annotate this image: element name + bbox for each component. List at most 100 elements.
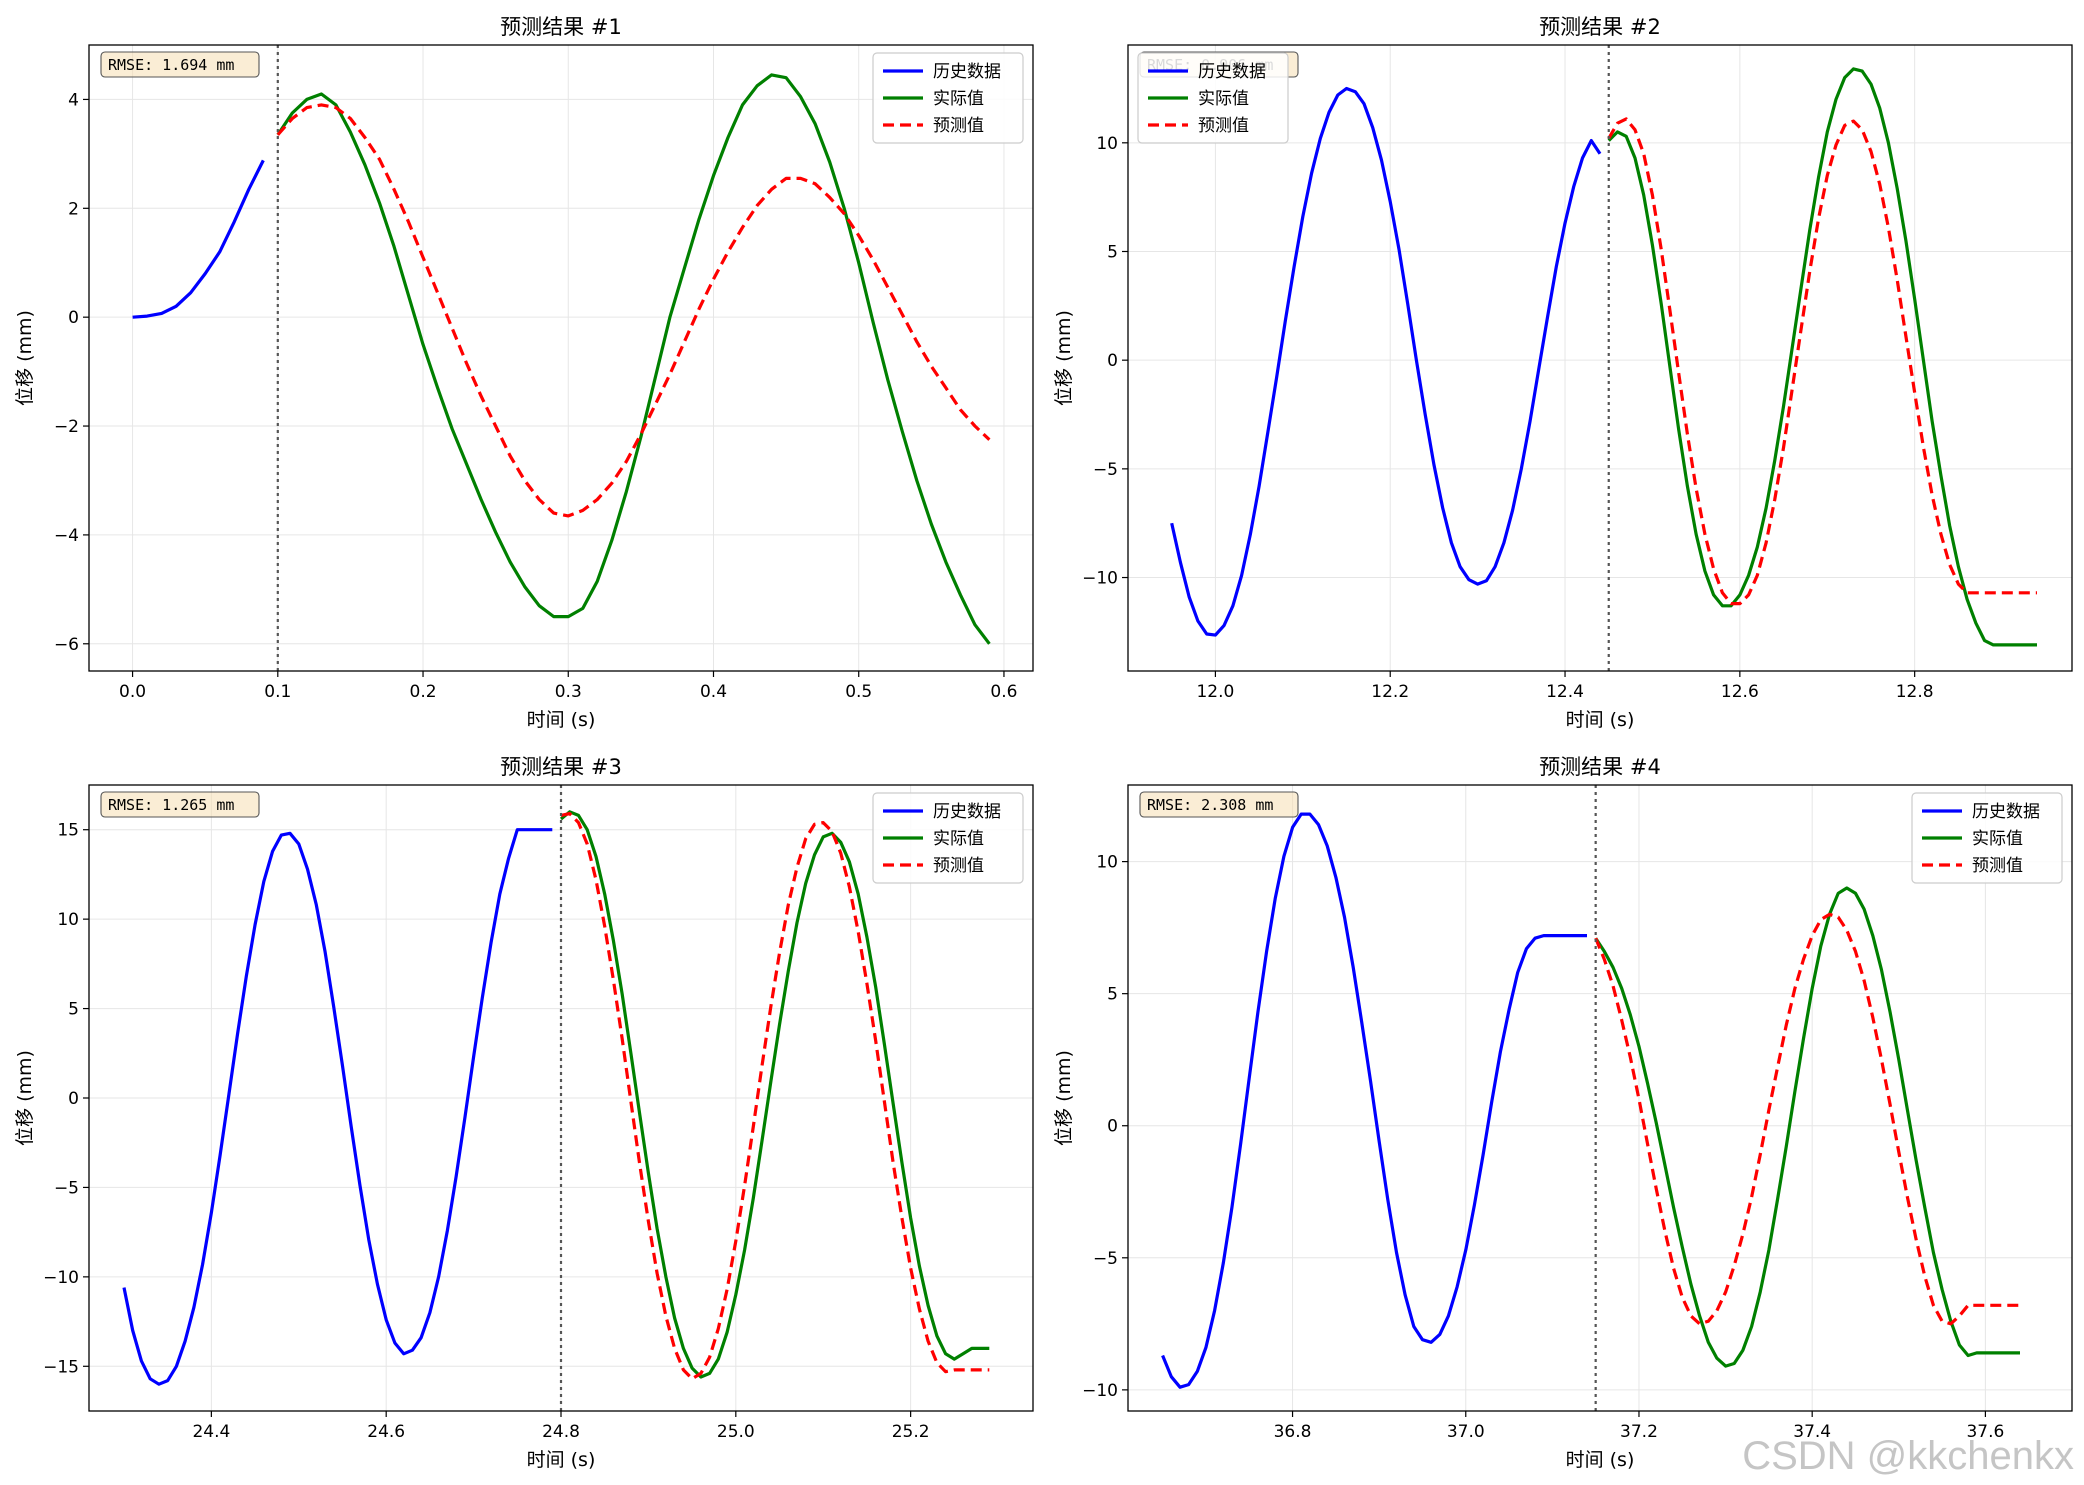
x-tick-label: 0.3 [555, 682, 582, 702]
series-line-history [1170, 86, 1602, 637]
rmse-box-bg [1139, 791, 1299, 818]
y-tick-label: 0 [68, 1089, 79, 1109]
legend-label-history: 历史数据 [1972, 802, 2040, 822]
legend-label-actual: 实际值 [1198, 89, 1249, 109]
axes-frame [1127, 784, 2073, 1412]
y-tick-label: 0 [68, 308, 79, 328]
rmse-label: RMSE: 2.308 mm [1147, 796, 1273, 814]
axes-frame [88, 44, 1034, 672]
x-tick-label: 37.2 [1620, 1422, 1658, 1442]
x-tick-label: 37.6 [1966, 1422, 2004, 1442]
subplot-title: 预测结果 #1 [500, 15, 622, 39]
x-tick-label: 37.0 [1447, 1422, 1485, 1442]
x-tick-label: 0.0 [119, 682, 146, 702]
x-tick-label: 37.4 [1793, 1422, 1831, 1442]
y-tick-label: −6 [54, 635, 79, 655]
y-tick-label: −10 [43, 1268, 79, 1288]
series-line-predicted [276, 103, 991, 518]
x-tick-label: 12.2 [1371, 682, 1409, 702]
y-tick-label: 4 [68, 90, 79, 110]
y-tick-label: 0 [1107, 1117, 1118, 1137]
legend-label-history: 历史数据 [933, 802, 1001, 822]
y-tick-label: 5 [1107, 985, 1118, 1005]
x-tick-label: 24.6 [367, 1422, 405, 1442]
y-tick-label: 15 [57, 821, 79, 841]
y-axis-label: 位移 (mm) [1053, 310, 1075, 406]
rmse-box-bg [100, 791, 260, 818]
legend-label-actual: 实际值 [933, 829, 984, 849]
x-tick-label: 0.6 [990, 682, 1017, 702]
subplot-1: 0.0 0.1 0.2 0.3 0.4 0.5 0.6 −6 −4 −2 0 2 4 预测结果 #1 时间 … [14, 15, 1034, 731]
series-line-actual [276, 73, 991, 645]
legend-label-actual: 实际值 [933, 89, 984, 109]
x-tick-label: 24.4 [192, 1422, 230, 1442]
x-tick-label: 0.5 [845, 682, 872, 702]
axes-frame [1127, 44, 2073, 672]
y-tick-label: 0 [1107, 351, 1118, 371]
rmse-label: RMSE: 1.694 mm [108, 56, 234, 74]
legend-box [872, 52, 1024, 144]
series-line-predicted [1594, 912, 2020, 1326]
x-axis-label: 时间 (s) [527, 709, 596, 731]
x-tick-label: 0.2 [410, 682, 437, 702]
y-tick-label: 10 [57, 910, 79, 930]
rmse-box: RMSE: 1.694 mm [100, 51, 260, 78]
subplot-2: 12.0 12.2 12.4 12.6 12.8 −10 −5 0 5 10 预测结果 #2 时间 (… [1053, 15, 2073, 731]
rmse-box: RMSE: 2.308 mm [1139, 791, 1299, 818]
series-line-actual [1594, 886, 2020, 1368]
subplot-title: 预测结果 #2 [1539, 15, 1661, 39]
x-axis-label: 时间 (s) [1566, 1449, 1635, 1471]
series-line-actual [559, 810, 990, 1379]
x-axis-label: 时间 (s) [1566, 709, 1635, 731]
legend-label-history: 历史数据 [1198, 62, 1266, 82]
x-tick-label: 12.6 [1721, 682, 1759, 702]
legend-box [1137, 52, 1289, 144]
x-tick-label: 12.0 [1196, 682, 1234, 702]
y-axis-label: 位移 (mm) [1053, 1050, 1075, 1146]
series-line-predicted [560, 812, 990, 1381]
rmse-box: RMSE: 1.265 mm [100, 791, 260, 818]
series-line-history [122, 828, 553, 1386]
y-tick-label: −5 [1093, 460, 1118, 480]
x-tick-label: 0.4 [700, 682, 727, 702]
y-tick-label: 10 [1096, 853, 1118, 873]
legend-label-predicted: 预测值 [933, 856, 984, 876]
x-tick-label: 36.8 [1274, 1422, 1312, 1442]
y-tick-label: −5 [1093, 1249, 1118, 1269]
legend-label-predicted: 预测值 [1972, 856, 2023, 876]
x-axis-label: 时间 (s) [527, 1449, 596, 1471]
y-tick-label: −4 [54, 526, 79, 546]
x-tick-label: 25.0 [717, 1422, 755, 1442]
y-axis-label: 位移 (mm) [14, 310, 36, 406]
legend-label-history: 历史数据 [933, 62, 1001, 82]
y-tick-label: −5 [54, 1178, 79, 1198]
y-tick-label: −2 [54, 417, 79, 437]
y-tick-label: −10 [1082, 1381, 1118, 1401]
x-tick-label: 12.8 [1896, 682, 1934, 702]
legend-label-predicted: 预测值 [1198, 116, 1249, 136]
subplot-title: 预测结果 #4 [1539, 755, 1661, 779]
subplot-4: 36.8 37.0 37.2 37.4 37.6 −10 −5 0 5 10 预测结果 #4 时间 (… [1053, 755, 2073, 1471]
legend-box [1911, 792, 2063, 884]
legend-label-actual: 实际值 [1972, 829, 2023, 849]
x-tick-label: 12.4 [1546, 682, 1584, 702]
watermark: CSDN @kkchenkx [1742, 1434, 2074, 1478]
series-line-actual [1607, 67, 2037, 647]
x-tick-label: 24.8 [542, 1422, 580, 1442]
series-line-predicted [1607, 117, 2037, 606]
series-line-history [132, 159, 265, 319]
x-tick-label: 0.1 [264, 682, 291, 702]
rmse-box-bg [100, 51, 260, 78]
y-tick-label: −10 [1082, 569, 1118, 589]
y-tick-label: 2 [68, 199, 79, 219]
x-tick-label: 25.2 [892, 1422, 930, 1442]
subplot-title: 预测结果 #3 [500, 755, 622, 779]
subplot-3: 24.4 24.6 24.8 25.0 25.2 −15 −10 −5 0 5 10 15 预测结果 #… [14, 755, 1034, 1471]
series-line-history [1161, 812, 1587, 1389]
y-tick-label: −15 [43, 1357, 79, 1377]
